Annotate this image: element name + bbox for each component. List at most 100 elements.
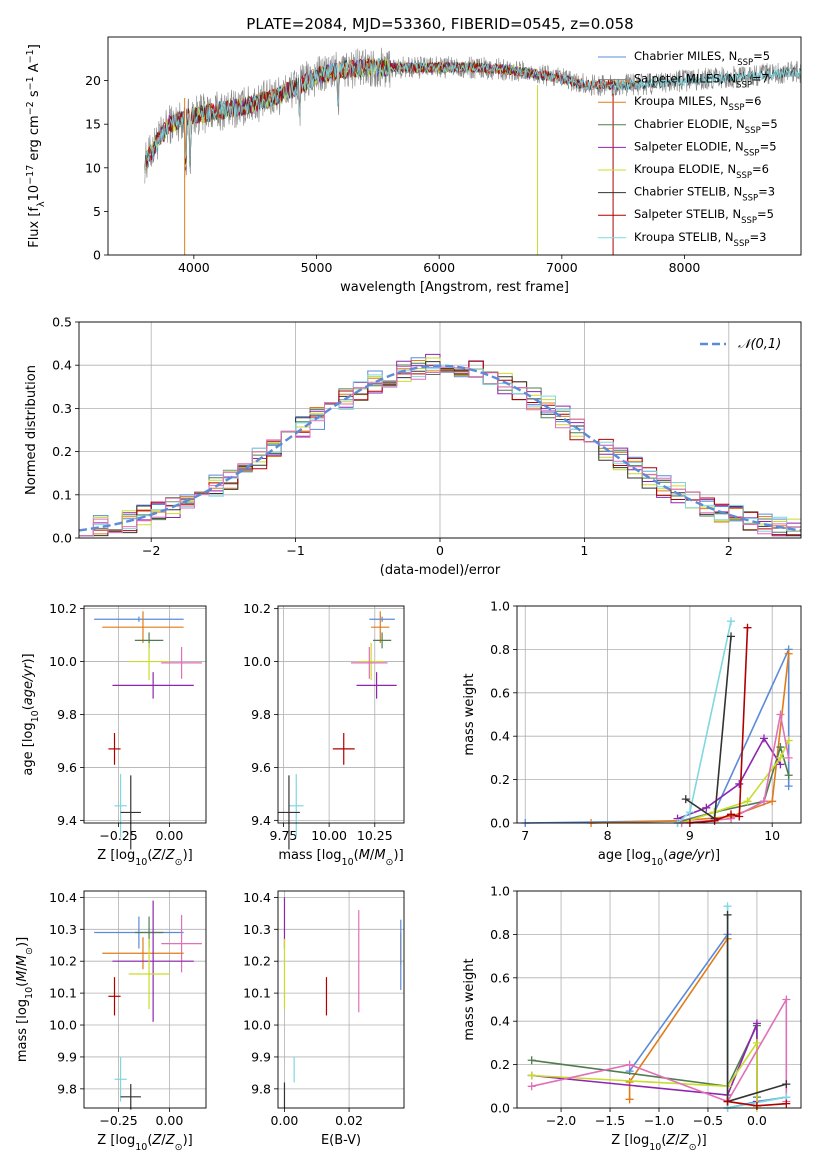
y-tick-label: 0.1 [52,487,72,502]
weight-marker-chabrier-elodie [784,771,793,780]
legend-label: Chabrier MILES, NSSP=5 [634,49,770,68]
y-label-part: mass weight [462,673,477,755]
y-axis-label: mass [log10(M/M⊙)] [15,937,35,1062]
x-label-part: ⊙ [175,857,183,868]
x-label-part: Z [97,848,110,863]
y-tick-label: 9.9 [251,1049,271,1064]
x-label-part: [log [110,1133,135,1148]
x-tick-label: 0 [436,543,444,558]
weight-marker-kroupa-elodie [776,753,785,762]
y-tick-label: 9.8 [251,1081,271,1096]
x-tick-label: −0.5 [693,1113,723,1128]
weight-marker-salpeter-stelib [735,812,744,821]
y-label-part: ⊙ [24,947,35,955]
x-label-part: M [374,848,385,863]
x-label-part: wavelength [Angstrom, rest frame] [340,280,569,295]
y-tick-label: 0.5 [52,315,72,330]
x-label-part: [log [110,848,135,863]
weight-marker-salpeter-stelib [723,1097,732,1106]
y-tick-label: 10.3 [49,922,77,937]
weight-marker-chabrier-stelib [723,910,732,919]
histogram-step-pink [79,366,801,537]
x-axis-label: age [log10(age/yr)] [598,848,720,868]
x-tick-label: 9 [686,828,694,843]
y-label-part: 10 [24,987,35,999]
x-label-part: Z [165,1133,176,1148]
legend-label-part: SSP [745,126,761,136]
x-label-part: ( [354,848,359,863]
x-tick-label: 10.25 [357,828,393,843]
y-tick-label: 9.4 [57,813,77,828]
x-label-part: 10 [342,857,354,868]
weight-marker-pink [527,1082,536,1091]
legend-label-part: SSP [744,148,760,158]
y-tick-label: 0 [93,248,101,263]
y-tick-label: 10.0 [243,654,271,669]
x-label-part: age [598,848,626,863]
y-tick-label: 10.1 [49,986,77,1001]
legend-label-part: =5 [757,207,774,221]
spectrum-lines [144,47,801,255]
weight-marker-kroupa-miles [784,649,793,658]
x-tick-label: 2 [725,543,733,558]
y-tick-label: 1.0 [490,884,510,899]
y-label-part: 10 [27,185,42,202]
weight-marker-salpeter-elodie [735,779,744,788]
y-label-part: erg cm [27,115,42,164]
x-label-part: Z [611,1133,624,1148]
weight-marker-salpeter-stelib [743,623,752,632]
y-tick-label: 0.0 [490,1101,510,1116]
legend-label-part: =3 [758,185,775,199]
weight-marker-salpeter-stelib [782,1099,791,1108]
legend-label-part: =6 [744,94,761,108]
legend-label: Kroupa STELIB, NSSP=3 [634,230,766,249]
y-tick-label: 10.2 [49,954,77,969]
legend-label-part: Chabrier STELIB, N [634,185,742,199]
x-tick-label: −0.25 [99,1113,137,1128]
legend-label-part: =5 [760,139,777,153]
y-tick-label: 0.2 [490,1057,510,1072]
weight-marker-chabrier-stelib [727,632,736,641]
legend-label: Kroupa ELODIE, NSSP=6 [634,162,769,181]
x-tick-label: −1.5 [595,1113,625,1128]
axes-frame [107,36,802,256]
y-label-part: −17 [25,165,36,185]
x-axis-label: Z [log10(Z/Z⊙)] [97,1133,192,1153]
x-axis-label: (data-model)/error [380,563,501,578]
legend-label-part: =6 [752,162,769,176]
y-axis-label: Flux [fλ10−17 erg cm−2 s−1 A−1] [25,44,47,248]
x-axis-label: mass [log10(M/M⊙)] [278,848,403,868]
axes-frame [516,605,802,824]
y-label-part: 10 [30,710,41,722]
weight-marker-pink [759,797,768,806]
legend-label-part: SSP [741,216,757,226]
y-tick-label: 0.8 [490,642,510,657]
x-label-part: )] [710,848,720,863]
y-label-part: )] [21,653,36,663]
y-label-part: A [27,63,42,76]
weight-marker-pink [776,710,785,719]
weight-marker-kroupa-miles [625,1095,634,1104]
x-axis-label: wavelength [Angstrom, rest frame] [340,280,569,295]
legend-gaussian-label: 𝒩(0,1) [738,337,781,352]
x-tick-label: 0.0 [747,1113,767,1128]
weight-marker-chabrier-stelib [782,1080,791,1089]
weight-marker-salpeter-stelib [710,816,719,825]
legend-label-part: Salpeter STELIB, N [634,207,741,221]
y-label-part: M [15,971,30,982]
x-tick-label: 10 [764,828,780,843]
x-label-part: [log [317,848,342,863]
x-label-part: ( [147,848,152,863]
x-label-part: M [359,848,370,863]
figure-title: PLATE=2084, MJD=53360, FIBERID=0545, z=0… [246,15,633,33]
weight-marker-salpeter-elodie [752,1019,761,1028]
y-label-part: ] [27,44,42,49]
mass-vs-ebv-panel: 0.00 0.02 9.8 9.9 10.0 10.1 10.2 10.3 10.4 E(B-V) [243,890,405,1148]
x-label-part: Z [151,1133,162,1148]
y-tick-label: 0.2 [52,444,72,459]
y-tick-label: 10.0 [243,1018,271,1033]
y-tick-label: 10.3 [243,922,271,937]
y-axis-label: mass weight [462,958,477,1040]
x-label-part: E(B-V) [321,1133,361,1148]
